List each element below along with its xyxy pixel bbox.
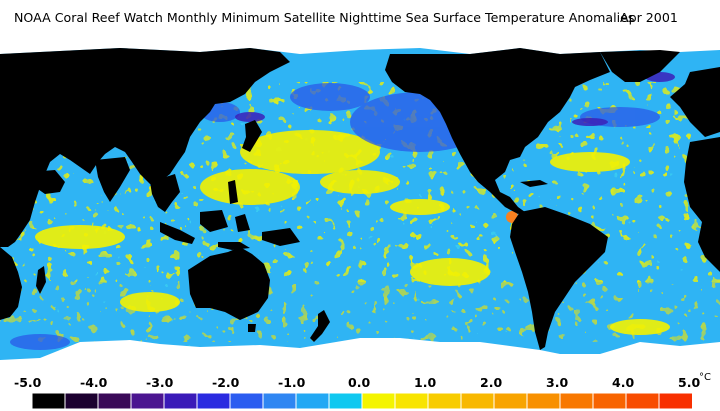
colorbar-swatch: [427, 393, 462, 409]
colorbar-swatches: [32, 393, 692, 409]
colorbar-swatch: [592, 393, 627, 409]
colorbar-label: 4.0: [612, 375, 635, 390]
colorbar: [32, 393, 692, 409]
colorbar-swatch: [526, 393, 561, 409]
colorbar-swatch: [658, 393, 692, 409]
colorbar-swatch: [64, 393, 99, 409]
colorbar-label: 3.0: [546, 375, 569, 390]
colorbar-swatch: [625, 393, 660, 409]
colorbar-label: -5.0: [14, 375, 42, 390]
colorbar-swatch: [295, 393, 330, 409]
colorbar-swatch: [97, 393, 132, 409]
colorbar-swatch: [559, 393, 594, 409]
colorbar-swatch: [328, 393, 363, 409]
colorbar-swatch: [361, 393, 396, 409]
colorbar-swatch: [163, 393, 198, 409]
colorbar-swatch: [262, 393, 297, 409]
world-map-image: [0, 42, 720, 371]
antarctica-ice: [0, 338, 720, 371]
colorbar-label: 2.0: [480, 375, 503, 390]
map-title: NOAA Coral Reef Watch Monthly Minimum Sa…: [0, 10, 720, 32]
colorbar-label: 0.0: [348, 375, 371, 390]
sst-anomaly-map: [0, 42, 720, 371]
colorbar-swatch: [460, 393, 495, 409]
colorbar-unit: °C: [699, 372, 711, 383]
colorbar-label: -3.0: [146, 375, 174, 390]
land: [0, 48, 720, 350]
colorbar-swatch: [32, 393, 66, 409]
warm-patches: [35, 130, 670, 335]
colorbar-label: -2.0: [212, 375, 240, 390]
colorbar-label: 1.0: [414, 375, 437, 390]
title-text: NOAA Coral Reef Watch Monthly Minimum Sa…: [14, 10, 635, 25]
colorbar-swatch: [130, 393, 165, 409]
colorbar-label: -1.0: [278, 375, 306, 390]
colorbar-label: -4.0: [80, 375, 108, 390]
colorbar-swatch: [229, 393, 264, 409]
title-date: Apr 2001: [620, 10, 678, 25]
colorbar-swatch: [394, 393, 429, 409]
colorbar-label: 5.0: [678, 375, 701, 390]
colorbar-swatch: [493, 393, 528, 409]
colorbar-swatch: [196, 393, 231, 409]
colorbar-labels: -5.0 -4.0 -3.0 -2.0 -1.0 0.0 1.0 2.0 3.0 4.0 5.0 °C: [0, 372, 720, 391]
